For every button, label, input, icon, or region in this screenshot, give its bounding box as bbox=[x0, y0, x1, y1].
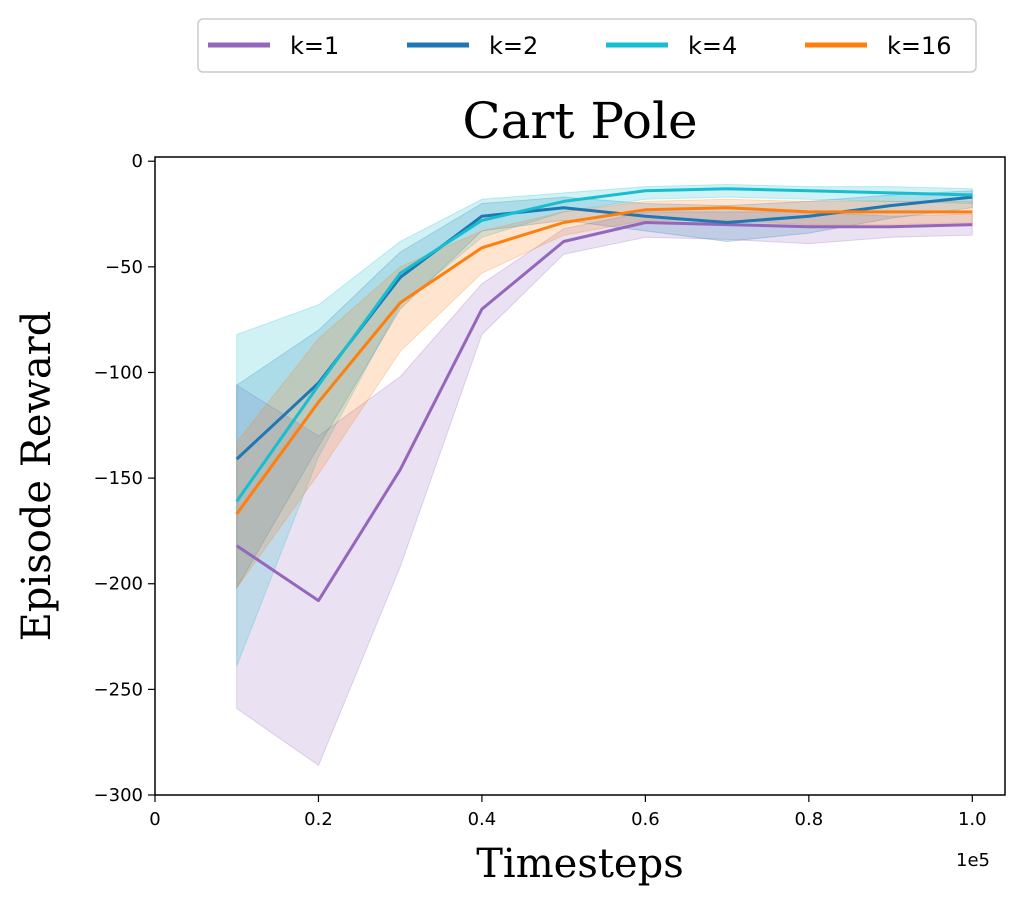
legend-label: k=4 bbox=[688, 32, 737, 60]
y-axis: 0 −50 −100 −150 −200 −250 −300 bbox=[94, 151, 155, 806]
y-tick-label: −200 bbox=[94, 574, 143, 595]
y-tick-label: −50 bbox=[105, 257, 143, 278]
legend: k=1 k=2 k=4 k=16 bbox=[197, 18, 977, 73]
y-tick-label: 0 bbox=[132, 151, 143, 172]
y-tick-label: −300 bbox=[94, 785, 143, 806]
plot-area bbox=[154, 156, 1006, 796]
x-tick-label: 0.8 bbox=[795, 809, 824, 830]
legend-label: k=1 bbox=[290, 32, 339, 60]
x-tick-label: 0.6 bbox=[631, 809, 660, 830]
legend-label: k=2 bbox=[489, 32, 538, 60]
confidence-band-k=16 bbox=[236, 198, 973, 590]
legend-frame bbox=[197, 18, 977, 73]
x-axis-exponent: 1e5 bbox=[956, 850, 990, 871]
series-line-k=1 bbox=[235, 221, 973, 603]
y-tick-label: −250 bbox=[94, 679, 143, 700]
x-tick-label: 1.0 bbox=[958, 809, 987, 830]
y-tick-label: −100 bbox=[94, 362, 143, 383]
y-axis-title: Episode Reward bbox=[14, 311, 60, 642]
confidence-band-k=4 bbox=[236, 183, 973, 667]
chart-title: Cart Pole bbox=[462, 92, 697, 150]
series-line-k=16 bbox=[235, 206, 973, 515]
x-axis: 0 0.2 0.4 0.6 0.8 1.0 bbox=[149, 795, 987, 830]
x-tick-label: 0 bbox=[149, 809, 160, 830]
series-line-k=4 bbox=[235, 187, 973, 503]
y-tick-label: −150 bbox=[94, 468, 143, 489]
x-tick-label: 0.4 bbox=[468, 809, 497, 830]
x-axis-title: Timesteps bbox=[476, 841, 683, 887]
x-tick-label: 0.2 bbox=[304, 809, 333, 830]
legend-label: k=16 bbox=[887, 32, 952, 60]
confidence-band-k=1 bbox=[236, 211, 973, 767]
plot-frame bbox=[154, 156, 1006, 796]
